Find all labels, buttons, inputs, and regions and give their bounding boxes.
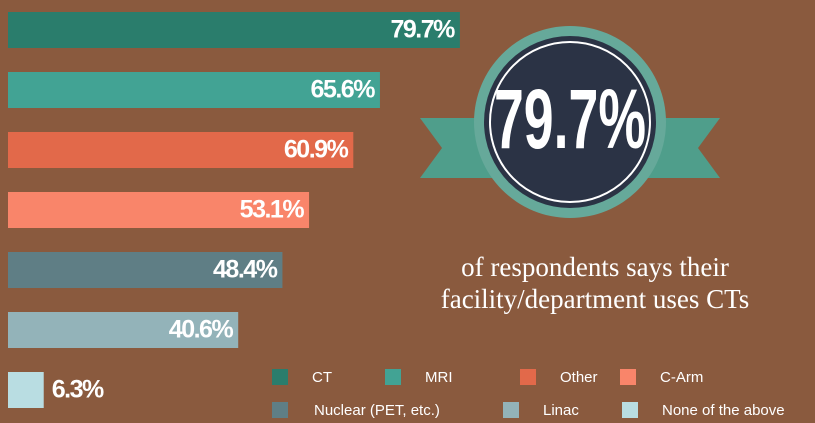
badge: 79.7% <box>420 26 720 218</box>
bar <box>8 72 380 108</box>
value-label: 65.6% <box>311 76 376 104</box>
value-label: 6.3% <box>52 376 104 404</box>
legend-swatch <box>622 402 638 418</box>
value-label: 48.4% <box>213 256 278 284</box>
bar <box>8 372 44 408</box>
bar <box>8 312 239 348</box>
bar <box>8 252 283 288</box>
legend-label: Nuclear (PET, etc.) <box>314 402 440 419</box>
caption-line: facility/department uses CTs <box>441 284 750 314</box>
legend-label: Other <box>560 369 598 386</box>
value-label: 60.9% <box>284 136 349 164</box>
legend-swatch <box>385 369 401 385</box>
value-label: 79.7% <box>391 16 456 44</box>
badge-circle <box>484 36 656 208</box>
bar <box>8 192 310 228</box>
legend-label: MRI <box>425 369 453 386</box>
legend-swatch <box>520 369 536 385</box>
legend-label: None of the above <box>662 402 785 419</box>
legend-label: Linac <box>543 402 579 419</box>
legend-swatch <box>620 369 636 385</box>
legend-swatch <box>272 369 288 385</box>
caption-line: of respondents says their <box>461 252 729 282</box>
badge-inner-ring <box>489 41 651 203</box>
legend-label: CT <box>312 369 332 386</box>
value-label: 40.6% <box>169 316 234 344</box>
badge-value: 79.7% <box>494 72 646 166</box>
legend-swatch <box>272 402 288 418</box>
bar <box>8 132 354 168</box>
legend-label: C-Arm <box>660 369 703 386</box>
value-label: 53.1% <box>240 196 305 224</box>
legend-swatch <box>503 402 519 418</box>
bar <box>8 12 460 48</box>
